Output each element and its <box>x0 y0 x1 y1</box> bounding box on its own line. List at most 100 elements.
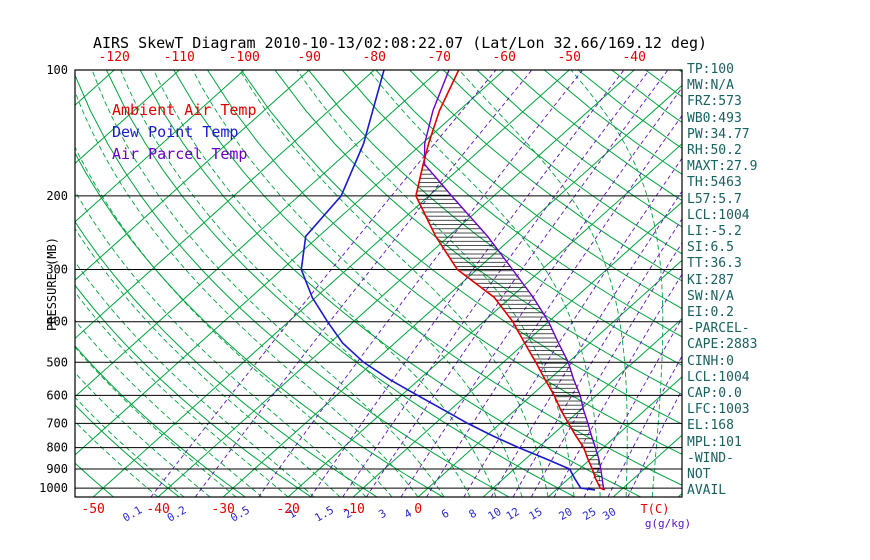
stat-item: TH:5463 <box>687 175 742 191</box>
stat-item: MPL:101 <box>687 434 742 450</box>
mixing-ratio-tick-label: 3 <box>376 507 388 522</box>
stat-item: MAXT:27.9 <box>687 159 758 175</box>
mixing-ratio-line <box>463 157 682 497</box>
moist-adiabat-line <box>75 227 341 497</box>
mixing-ratio-tick-label: 12 <box>504 505 522 523</box>
stat-item: -WIND- <box>687 450 734 466</box>
dry-adiabat-line <box>240 70 682 425</box>
stat-item: NOT <box>687 467 711 483</box>
plot-frame <box>74 69 683 498</box>
stat-item: LI:-5.2 <box>687 224 742 240</box>
dry-adiabat-line <box>75 152 444 497</box>
bottom-temp-tick-label: -40 <box>146 502 169 517</box>
mixing-ratio-tick-label: 8 <box>467 507 479 522</box>
mixing-ratio-line <box>366 70 669 497</box>
mixing-ratio-tick-label: 10 <box>486 505 504 523</box>
stat-item: MW:N/A <box>687 78 734 94</box>
parcel-temp-curve <box>423 70 606 491</box>
temp-unit-label: T(C) <box>641 502 670 516</box>
stat-item: EL:168 <box>687 418 734 434</box>
bottom-temp-tick-label: -30 <box>211 502 234 517</box>
stat-item: AVAIL <box>687 483 727 499</box>
stat-item: PW:34.77 <box>687 126 750 142</box>
bottom-temp-tick-label: -50 <box>81 502 104 517</box>
pressure-axis-label: PRESSURE (MB) <box>45 237 59 331</box>
legend-air-parcel-temp: Air Parcel Temp <box>112 145 248 163</box>
isotherm-line <box>75 70 440 398</box>
stat-item: KI:287 <box>687 272 734 288</box>
top-temp-tick-label: -60 <box>492 50 515 65</box>
dry-adiabat-line <box>75 404 180 497</box>
stat-item: EI:0.2 <box>687 305 734 321</box>
background-field-lines <box>0 70 682 497</box>
dry-adiabat-line <box>0 70 48 497</box>
pressure-tick-label: 400 <box>46 315 68 329</box>
mixing-ratio-tick-label: 1.5 <box>312 503 336 524</box>
mixing-ratio-line <box>426 114 682 497</box>
dry-adiabat-line <box>75 74 510 497</box>
top-temp-tick-label: -40 <box>622 50 645 65</box>
pressure-tick-label: 600 <box>46 388 68 402</box>
dry-adiabat-line <box>139 70 642 497</box>
stat-item: TT:36.3 <box>687 256 742 272</box>
top-temp-tick-label: -120 <box>99 50 130 65</box>
mixing-ratio-line <box>400 87 682 497</box>
dry-adiabat-line <box>75 345 246 497</box>
pressure-tick-label: 700 <box>46 416 68 430</box>
moist-adiabat-line <box>153 70 497 497</box>
mixing-ratio-tick-label: 20 <box>557 505 575 523</box>
bottom-temp-tick-label: -10 <box>341 502 364 517</box>
moist-adiabat-line <box>120 70 471 497</box>
top-temp-tick-label: -50 <box>557 50 580 65</box>
moist-adiabat-line <box>75 90 419 497</box>
dry-adiabat-line <box>375 70 682 310</box>
isotherm-line <box>222 84 682 497</box>
mixing-ratio-line <box>310 70 625 497</box>
moist-adiabat-line <box>75 372 211 497</box>
moist-adiabat-line <box>458 70 628 497</box>
dry-adiabat-line <box>105 70 576 497</box>
isotherm-line <box>75 70 245 223</box>
stat-item: L57:5.7 <box>687 191 742 207</box>
stat-item: TP:100 <box>687 62 734 77</box>
isotherm-line <box>75 70 180 165</box>
bottom-temp-tick-label: 0 <box>414 502 422 517</box>
legend-dew-point-temp: Dew Point Temp <box>112 123 239 141</box>
moist-adiabat-line <box>192 70 523 497</box>
mixing-ratio-tick-label: 0.1 <box>121 503 145 524</box>
stat-item: FRZ:573 <box>687 94 742 110</box>
isotherm-line <box>0 70 49 497</box>
cape-hatch-area <box>415 164 605 490</box>
stat-item: CAPE:2883 <box>687 337 758 353</box>
moist-adiabat-line <box>296 70 575 497</box>
stat-item: CAP:0.0 <box>687 386 742 402</box>
legend-ambient-air-temp: Ambient Air Temp <box>112 101 257 119</box>
dry-adiabat-line <box>75 462 114 497</box>
dry-adiabat-line <box>75 284 312 497</box>
stat-item: WB0:493 <box>687 110 742 126</box>
pressure-tick-label: 300 <box>46 263 68 277</box>
mixing-ratio-line <box>342 70 650 497</box>
pressure-tick-label: 200 <box>46 189 68 203</box>
mixing-unit-label: g(g/kg) <box>645 517 691 530</box>
isotherm-line <box>75 70 310 281</box>
stat-item: LFC:1003 <box>687 402 750 418</box>
isotherm-line <box>157 70 635 497</box>
mixing-ratio-tick-label: 30 <box>600 505 618 523</box>
chart-legend: Ambient Air Temp Dew Point Temp Air Parc… <box>112 99 257 165</box>
dry-adiabat-line <box>409 70 682 282</box>
stat-item: LCL:1004 <box>687 207 750 223</box>
stat-item: RH:50.2 <box>687 143 742 159</box>
pressure-tick-label: 100 <box>46 63 68 77</box>
top-temp-tick-label: -70 <box>427 50 450 65</box>
stat-item: LCL:1004 <box>687 369 750 385</box>
chart-title: AIRS SkewT Diagram 2010-10-13/02:08:22.0… <box>92 34 708 52</box>
mixing-ratio-tick-label: 15 <box>527 505 545 523</box>
stat-item: CINH:0 <box>687 353 734 369</box>
dry-adiabat-line <box>341 70 682 338</box>
isotherm-line <box>92 70 570 497</box>
top-temp-tick-label: -90 <box>297 50 320 65</box>
stat-item: -PARCEL- <box>687 321 750 337</box>
